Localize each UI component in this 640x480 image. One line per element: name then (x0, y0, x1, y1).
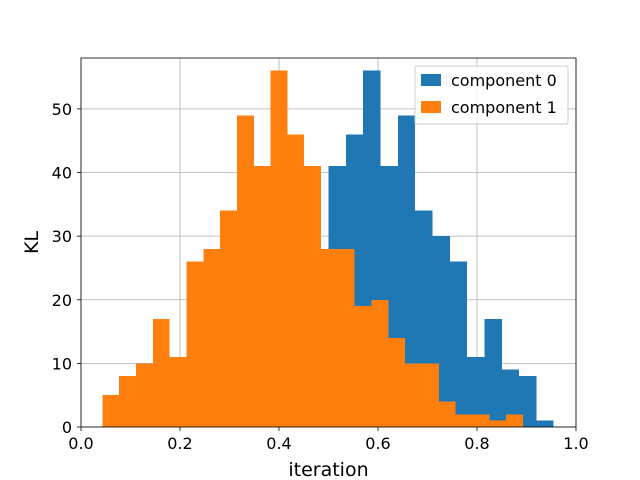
bar-component-1 (169, 357, 187, 427)
bar-component-1 (472, 414, 490, 427)
legend-swatch-component-0 (421, 74, 441, 86)
bar-component-1 (422, 363, 439, 427)
bars (102, 70, 554, 428)
bar-component-1 (371, 299, 389, 427)
y-tick-label: 30 (52, 227, 72, 246)
axis-ticks: 0.0 0.2 0.4 0.6 0.8 1.0 0 10 20 30 40 50 (52, 100, 589, 453)
bar-component-1 (438, 401, 456, 427)
y-tick-label: 20 (52, 291, 72, 310)
bar-component-0 (501, 369, 520, 427)
bar-component-1 (304, 166, 322, 428)
legend: component 0 component 1 (414, 65, 569, 125)
y-tick-label: 40 (52, 164, 72, 183)
bar-component-1 (102, 395, 120, 427)
legend-swatch-component-1 (421, 101, 441, 113)
bar-component-1 (236, 115, 254, 428)
x-tick-label: 1.0 (563, 434, 588, 453)
bar-component-1 (186, 261, 204, 427)
bar-component-0 (484, 318, 502, 427)
x-tick-label: 0.2 (167, 434, 192, 453)
legend-box (414, 65, 569, 125)
bar-component-0 (519, 376, 537, 427)
bar-component-1 (270, 70, 288, 428)
x-axis-label: iteration (288, 459, 368, 480)
bar-component-1 (135, 363, 153, 427)
bar-component-1 (405, 363, 423, 427)
bar-component-0 (449, 261, 468, 427)
bar-component-1 (203, 248, 221, 427)
plot-frame (80, 57, 577, 428)
y-tick-label: 50 (52, 100, 72, 119)
bar-component-0 (467, 357, 485, 427)
bar-component-1 (337, 248, 355, 427)
bar-component-1 (455, 414, 473, 427)
bar-component-1 (253, 166, 271, 428)
x-tick-label: 0.8 (464, 434, 489, 453)
x-tick-label: 0.0 (68, 434, 93, 453)
bar-component-1 (152, 318, 170, 427)
bar-component-1 (287, 134, 305, 427)
bar-component-1 (321, 248, 338, 427)
bar-component-0 (536, 420, 554, 427)
bar-component-1 (119, 376, 136, 427)
bar-component-1 (220, 210, 237, 427)
y-tick-label: 0 (62, 418, 72, 437)
legend-label-component-0: component 0 (451, 71, 557, 90)
x-tick-label: 0.6 (365, 434, 390, 453)
x-tick-label: 0.4 (266, 434, 291, 453)
bar-component-1 (489, 420, 507, 427)
legend-label-component-1: component 1 (451, 98, 557, 117)
bar-component-1 (506, 414, 524, 427)
y-tick-label: 10 (52, 354, 72, 373)
bar-component-1 (388, 337, 406, 427)
bar-component-1 (354, 306, 372, 427)
y-axis-label: KL (21, 231, 43, 254)
